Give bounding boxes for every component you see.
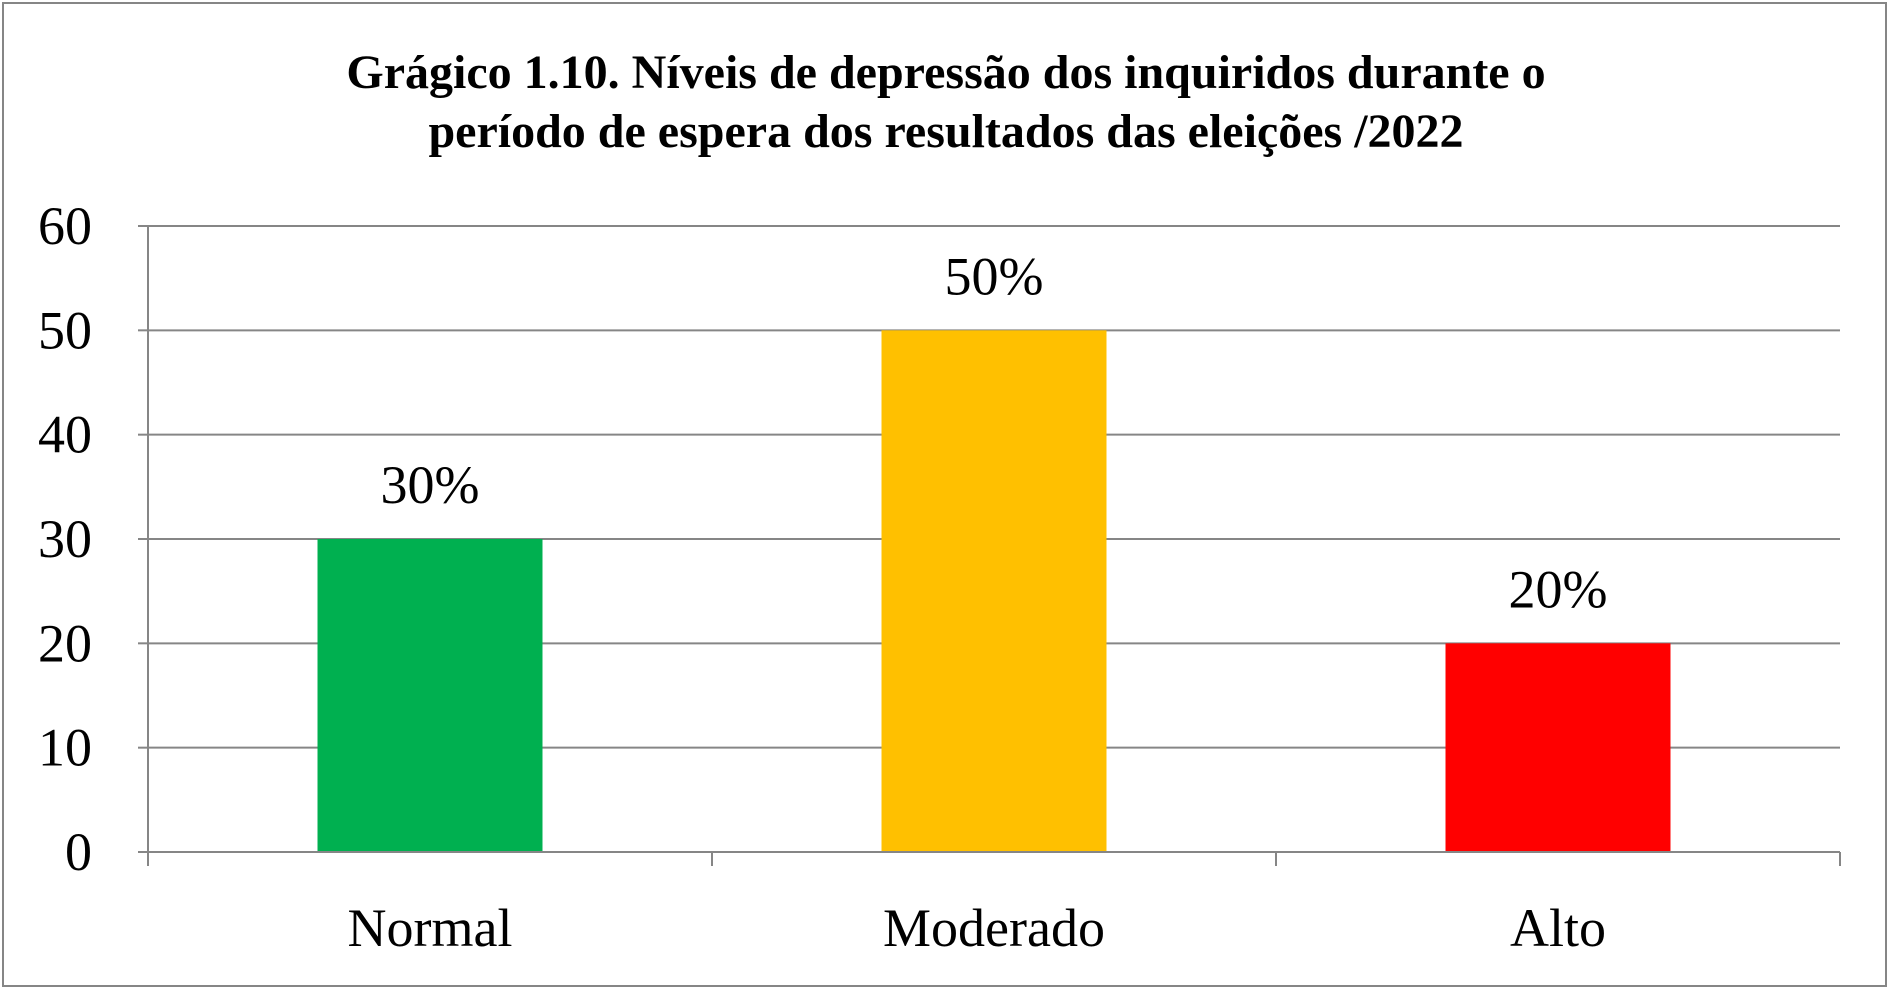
axes	[138, 225, 1841, 866]
labels: 0 10 20 30 40 50 60 30% Normal 50% Moderado 20% Alto	[38, 196, 1607, 958]
x-tick-label: Alto	[1510, 898, 1606, 958]
data-label: 30%	[381, 455, 480, 515]
y-tick-label: 40	[38, 405, 92, 465]
bar	[1445, 643, 1671, 852]
data-label: 50%	[945, 246, 1044, 306]
bar	[881, 330, 1107, 852]
chart-title-line-2: período de espera dos resultados das ele…	[428, 104, 1464, 158]
y-tick-label: 20	[38, 613, 92, 673]
y-tick-label: 10	[38, 718, 92, 778]
chart-title: Grágico 1.10. Níveis de depressão dos in…	[0, 44, 1892, 161]
y-tick-label: 0	[65, 822, 92, 882]
bars	[317, 330, 1671, 852]
x-tick-label: Normal	[348, 898, 513, 958]
y-tick-label: 60	[38, 196, 92, 256]
y-tick-label: 50	[38, 300, 92, 360]
y-tick-label: 30	[38, 509, 92, 569]
data-label: 20%	[1509, 559, 1608, 619]
x-tick-label: Moderado	[883, 898, 1105, 958]
chart-title-line-1: Grágico 1.10. Níveis de depressão dos in…	[346, 46, 1546, 99]
bar	[317, 539, 543, 852]
